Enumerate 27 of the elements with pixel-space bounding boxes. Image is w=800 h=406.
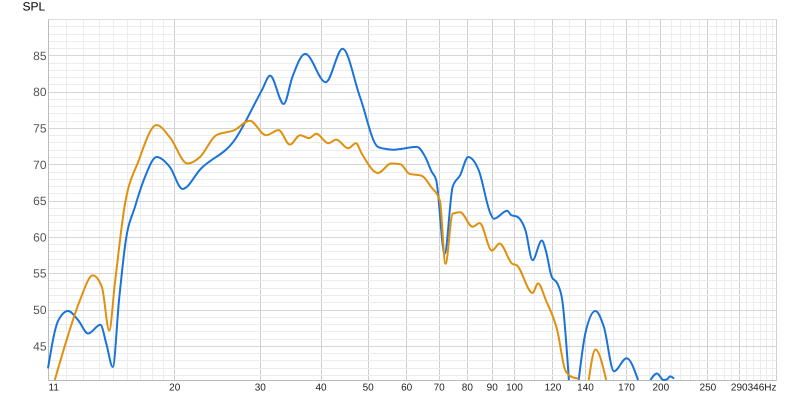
y-tick-label: 50 (33, 303, 47, 318)
y-tick-label: 45 (33, 339, 47, 354)
y-tick-label: 55 (33, 266, 47, 281)
x-tick-label: 250 (700, 382, 717, 394)
y-tick-label: 60 (33, 230, 47, 244)
y-tick-label: 65 (33, 194, 47, 208)
x-tick-label: 140 (577, 382, 594, 394)
x-tick-label: 30 (254, 382, 266, 394)
x-tick-label: 40 (315, 382, 328, 394)
x-tick-label: 90 (486, 382, 498, 394)
x-tick-label: 346Hz (748, 382, 776, 394)
y-tick-label: 85 (33, 48, 47, 63)
x-tick-label: 50 (362, 382, 374, 394)
y-tick-label: 70 (33, 158, 47, 172)
x-tick-label: 200 (652, 382, 670, 394)
x-tick-label: 170 (618, 382, 636, 394)
x-tick-label: 11 (48, 382, 60, 394)
x-tick-label: 60 (401, 382, 413, 394)
x-tick-label: 100 (506, 382, 524, 394)
x-tick-label: 80 (462, 382, 474, 394)
x-tick-label: 20 (169, 382, 181, 394)
x-tick-label: 70 (434, 382, 446, 394)
y-tick-label: 80 (33, 85, 47, 100)
x-tick-label: 120 (544, 382, 562, 394)
x-tick-label: 290 (730, 382, 748, 394)
y-tick-label: 75 (33, 121, 47, 136)
y-axis-title: SPL (22, 0, 46, 14)
